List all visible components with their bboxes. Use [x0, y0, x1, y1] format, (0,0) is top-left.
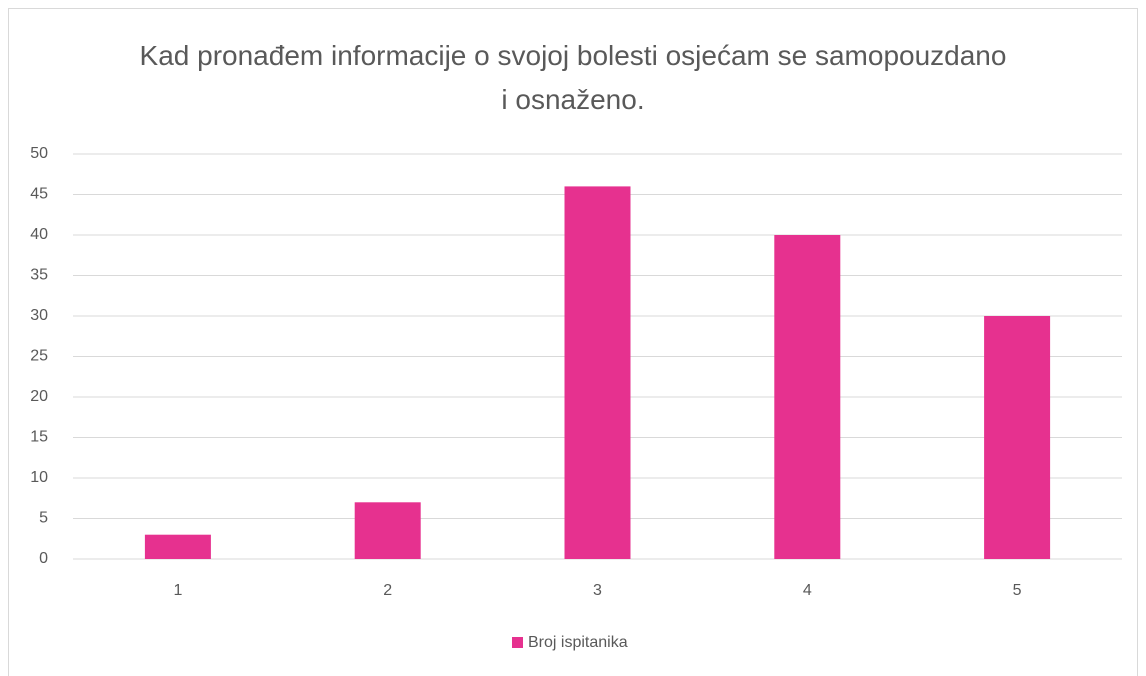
y-tick-label: 35: [30, 267, 48, 284]
legend-swatch: [512, 637, 523, 648]
bar: [144, 534, 211, 559]
x-tick-label: 2: [383, 582, 392, 599]
y-tick-label: 0: [39, 550, 48, 567]
x-tick-label: 3: [593, 582, 602, 599]
chart-title: Kad pronađem informacije o svojoj bolest…: [139, 40, 1007, 115]
chart-border: [8, 8, 1138, 676]
y-tick-label: 5: [39, 510, 48, 527]
y-tick-label: 30: [30, 307, 48, 324]
bar: [354, 502, 421, 559]
y-tick-label: 15: [30, 429, 48, 446]
y-tick-label: 20: [30, 388, 48, 405]
legend-label: Broj ispitanika: [528, 634, 628, 651]
y-tick-label: 40: [30, 226, 48, 243]
y-tick-label: 10: [30, 469, 48, 486]
y-tick-label: 50: [30, 145, 48, 162]
bar: [774, 235, 841, 559]
y-tick-label: 25: [30, 348, 48, 365]
bar: [564, 186, 631, 559]
y-tick-label: 45: [30, 186, 48, 203]
x-tick-label: 4: [803, 582, 812, 599]
x-tick-label: 1: [173, 582, 182, 599]
bar: [984, 316, 1051, 559]
x-tick-label: 5: [1013, 582, 1022, 599]
